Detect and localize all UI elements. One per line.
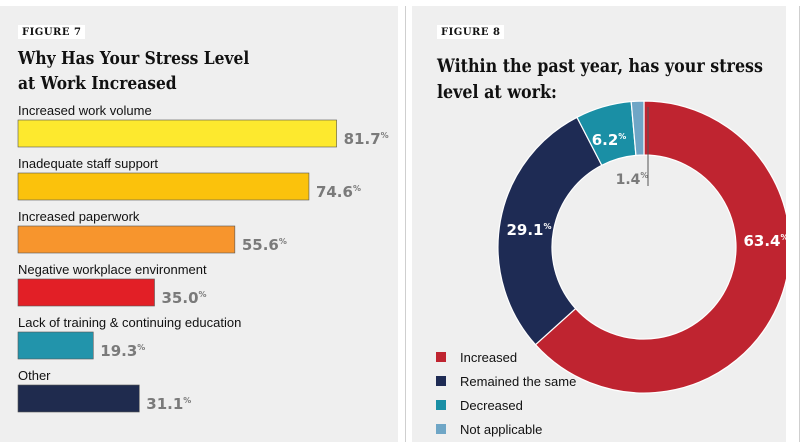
figure-8-title: Within the past year, has your stress le… xyxy=(437,54,763,106)
figure-8-title-line2: level at work: xyxy=(437,82,557,103)
panel-divider xyxy=(405,6,406,442)
legend-swatch-decreased xyxy=(436,400,446,410)
legend-item-decreased: Decreased xyxy=(436,393,576,417)
bar-value-label-other: 31.1% xyxy=(146,395,191,413)
donut-value-label-remained-the-same: 29.1% xyxy=(506,221,551,239)
bar-inadequate-staff-support xyxy=(17,172,310,201)
bar-increased-paperwork xyxy=(17,225,236,254)
donut-slice-increased xyxy=(534,100,786,394)
figure-7-title-line1: Why Has Your Stress Level xyxy=(18,48,250,69)
bar-other xyxy=(17,384,140,413)
legend-item-not-applicable: Not applicable xyxy=(436,417,576,441)
figure-7-label: FIGURE 7 xyxy=(18,25,86,39)
legend-label-decreased: Decreased xyxy=(460,397,523,413)
bar-value-label-negative-workplace-environment: 35.0% xyxy=(162,289,207,307)
bar-value-label-increased-paperwork: 55.6% xyxy=(242,236,287,254)
figure-7-panel: FIGURE 7 Why Has Your Stress Level at Wo… xyxy=(0,6,398,442)
bar-value-label-lack-of-training-continuing-education: 19.3% xyxy=(100,342,145,360)
bar-value-label-inadequate-staff-support: 74.6% xyxy=(316,183,361,201)
legend-swatch-increased xyxy=(436,352,446,362)
bar-value-label-increased-work-volume: 81.7% xyxy=(344,130,389,148)
figure-8-label: FIGURE 8 xyxy=(437,25,505,39)
bar-category-inadequate-staff-support: Inadequate staff support xyxy=(18,156,158,171)
figure-8-panel: FIGURE 8 Within the past year, has your … xyxy=(412,6,786,442)
bar-category-increased-paperwork: Increased paperwork xyxy=(18,209,140,224)
donut-slice-not-applicable xyxy=(630,100,645,157)
figure-7-title-line2: at Work Increased xyxy=(18,73,177,94)
bar-increased-work-volume xyxy=(17,119,337,148)
legend-swatch-remained-the-same xyxy=(436,376,446,386)
legend-label-not-applicable: Not applicable xyxy=(460,421,543,437)
bar-chart: Increased work volume 81.7% Inadequate sta… xyxy=(17,103,389,413)
donut-chart: 63.4% 29.1% 6.2% 1.4% xyxy=(497,100,786,394)
bar-category-lack-of-training-continuing-education: Lack of training & continuing education xyxy=(18,315,241,330)
legend-swatch-not-applicable xyxy=(436,424,446,434)
bar-category-negative-workplace-environment: Negative workplace environment xyxy=(18,262,207,277)
bar-negative-workplace-environment xyxy=(17,278,155,307)
donut-value-label-not-applicable: 1.4% xyxy=(616,171,649,188)
legend-label-remained-the-same: Remained the same xyxy=(460,373,577,389)
legend-label-increased: Increased xyxy=(460,349,518,365)
bar-category-increased-work-volume: Increased work volume xyxy=(18,103,152,118)
donut-legend: Increased Remained the same Decreased Not a… xyxy=(436,345,576,441)
bar-category-other: Other xyxy=(18,368,51,383)
donut-slice-remained-the-same xyxy=(497,116,603,346)
figure-7-title: Why Has Your Stress Level at Work Increa… xyxy=(18,46,249,96)
bar-lack-of-training-continuing-education xyxy=(17,331,94,360)
right-edge-line xyxy=(799,6,800,442)
legend-item-increased: Increased xyxy=(436,345,576,369)
figure-8-title-line1: Within the past year, has your stress xyxy=(437,56,763,77)
legend-item-remained-the-same: Remained the same xyxy=(436,369,576,393)
donut-value-label-increased: 63.4% xyxy=(743,232,786,250)
donut-value-label-decreased: 6.2% xyxy=(592,131,627,149)
